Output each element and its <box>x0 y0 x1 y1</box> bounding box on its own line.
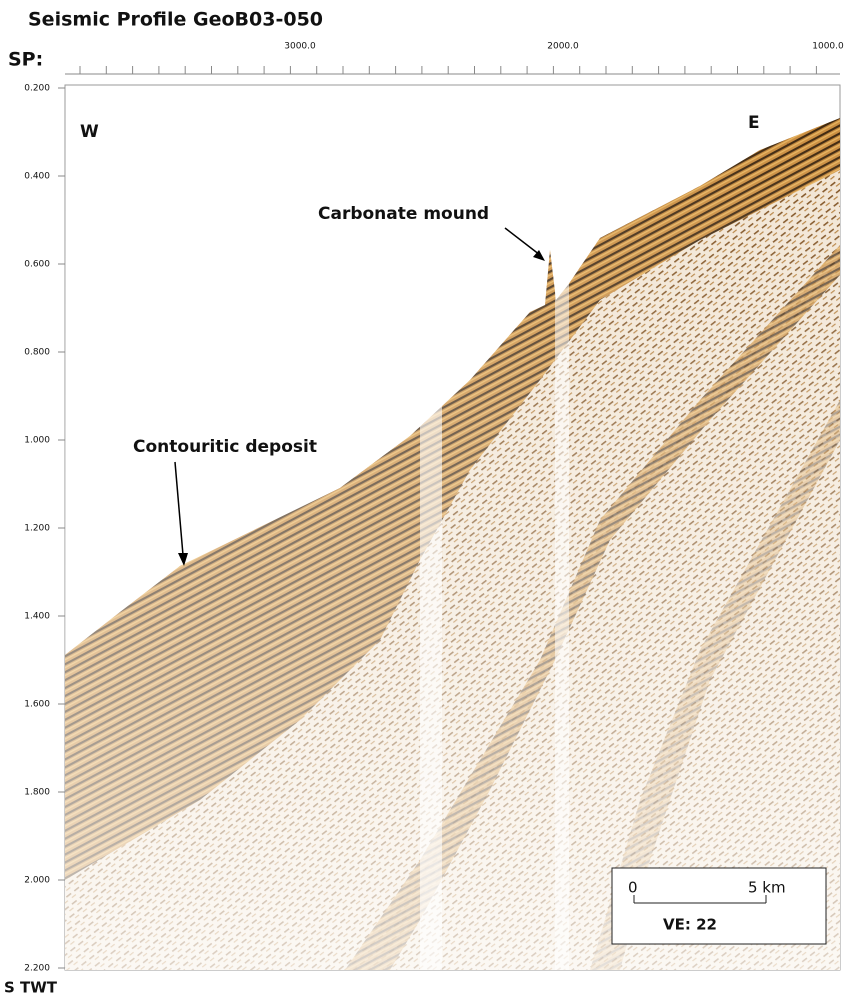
left-axis-label: S TWT <box>4 979 58 997</box>
top-tick-label: 2000.0 <box>547 42 579 52</box>
left-tick-label: 0.400 <box>24 172 50 182</box>
top-axis-label: SP: <box>8 49 43 71</box>
scale-end: 5 km <box>748 879 786 897</box>
left-tick-label: 2.000 <box>24 876 50 886</box>
left-tick-label: 1.600 <box>24 700 50 710</box>
left-tick-label: 1.200 <box>24 524 50 534</box>
deposit-label: Contouritic deposit <box>133 437 317 457</box>
left-tick-label: 1.400 <box>24 612 50 622</box>
top-tick-label: 3000.0 <box>284 42 316 52</box>
left-tick-label: 1.800 <box>24 788 50 798</box>
scale-box: 0 5 km VE: 22 <box>612 868 826 944</box>
left-tick-label: 0.200 <box>24 84 50 94</box>
figure: Seismic Profile GeoB03-050 SP: W E Carbo… <box>0 0 847 1000</box>
left-tick-label: 0.600 <box>24 260 50 270</box>
top-minor-ticks <box>80 66 816 74</box>
left-tick-label: 1.000 <box>24 436 50 446</box>
left-tick-label: 2.200 <box>24 964 50 974</box>
left-tick-label: 0.800 <box>24 348 50 358</box>
east-label: E <box>748 113 760 133</box>
top-tick-label: 1000.0 <box>812 42 844 52</box>
title: Seismic Profile GeoB03-050 <box>28 9 323 31</box>
scale-start: 0 <box>628 879 638 897</box>
vertical-exaggeration: VE: 22 <box>663 916 717 934</box>
mound-label: Carbonate mound <box>318 204 489 224</box>
west-label: W <box>80 122 99 142</box>
